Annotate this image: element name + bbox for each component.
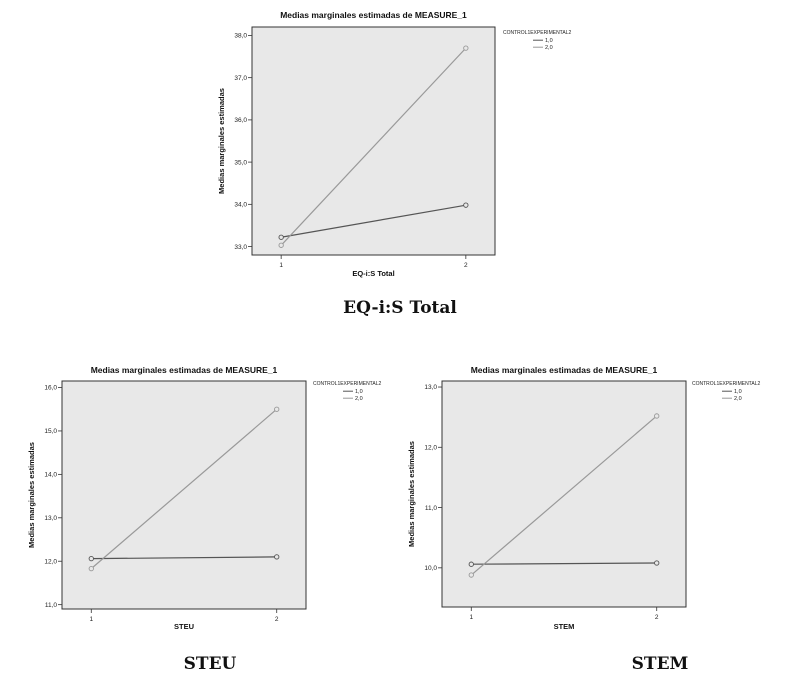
data-point <box>88 565 94 572</box>
plot-area <box>441 380 687 608</box>
caption-steu: STEU <box>183 654 237 674</box>
legend-label-2: 2,0 <box>355 396 363 402</box>
y-axis-label: Medias marginales estimadas <box>217 88 226 194</box>
legend-label-2: 2,0 <box>545 45 553 51</box>
legend-label-1: 1,0 <box>355 389 363 395</box>
legend-label-1: 1,0 <box>545 38 553 44</box>
series-line-1 <box>281 204 466 238</box>
series-line-1 <box>471 562 657 565</box>
data-point <box>468 561 474 567</box>
data-point <box>463 45 469 51</box>
series-line-2 <box>470 415 658 576</box>
chart-title: Medias marginales estimadas de MEASURE_1 <box>91 365 278 375</box>
data-point <box>274 406 280 412</box>
y-tick-label: 12,0 <box>44 558 57 565</box>
y-tick-label: 38,0 <box>234 33 247 40</box>
plot-area <box>251 26 496 256</box>
x-tick-label: 2 <box>655 614 659 621</box>
y-tick-label: 35,0 <box>234 159 247 166</box>
y-tick-label: 34,0 <box>234 202 247 209</box>
data-point <box>463 202 469 208</box>
y-tick-label: 14,0 <box>44 472 57 479</box>
x-tick-label: 2 <box>275 616 279 623</box>
data-point <box>88 555 94 562</box>
caption-stem: STEM <box>631 654 689 674</box>
data-point <box>274 554 280 560</box>
x-tick-label: 1 <box>279 262 283 269</box>
y-tick-label: 15,0 <box>44 428 57 435</box>
data-point <box>278 234 284 240</box>
y-tick-label: 13,0 <box>424 384 437 391</box>
x-tick-label: 1 <box>89 616 93 623</box>
y-axis-label: Medias marginales estimadas <box>407 441 416 547</box>
data-point <box>654 413 660 419</box>
y-tick-label: 12,0 <box>424 444 437 451</box>
x-axis-label: STEU <box>174 622 194 631</box>
caption-eqis-total: EQ-i:S Total <box>343 298 457 318</box>
chart-eqis-total: Medias marginales estimadas de MEASURE_1… <box>217 10 571 278</box>
x-tick-label: 2 <box>464 262 468 269</box>
y-tick-label: 33,0 <box>234 244 247 251</box>
y-tick-label: 11,0 <box>425 505 438 512</box>
y-tick-label: 37,0 <box>234 75 247 82</box>
y-tick-label: 13,0 <box>44 515 57 522</box>
x-tick-label: 1 <box>469 614 473 621</box>
series-line-1 <box>91 556 277 560</box>
y-tick-label: 16,0 <box>44 385 57 392</box>
y-tick-label: 36,0 <box>234 117 247 124</box>
chart-title: Medias marginales estimadas de MEASURE_1 <box>280 10 467 20</box>
x-axis-label: EQ-i:S Total <box>352 269 394 278</box>
x-axis-label: STEM <box>554 622 575 631</box>
data-point <box>278 242 284 248</box>
data-point <box>654 560 660 566</box>
y-tick-label: 10,0 <box>424 565 437 572</box>
legend-title: CONTROL1EXPERIMENTAL2 <box>692 381 760 387</box>
chart-steu: Medias marginales estimadas de MEASURE_1… <box>27 365 381 631</box>
chart-stem: Medias marginales estimadas de MEASURE_1… <box>407 365 760 631</box>
data-point <box>468 572 474 578</box>
legend-label-2: 2,0 <box>734 396 742 402</box>
chart-title: Medias marginales estimadas de MEASURE_1 <box>471 365 658 375</box>
series-line-2 <box>280 47 467 246</box>
legend-title: CONTROL1EXPERIMENTAL2 <box>503 30 571 36</box>
y-axis-label: Medias marginales estimadas <box>27 442 36 548</box>
series-line-2 <box>90 408 278 570</box>
legend-label-1: 1,0 <box>734 389 742 395</box>
legend-title: CONTROL1EXPERIMENTAL2 <box>313 381 381 387</box>
y-tick-label: 11,0 <box>45 602 58 609</box>
